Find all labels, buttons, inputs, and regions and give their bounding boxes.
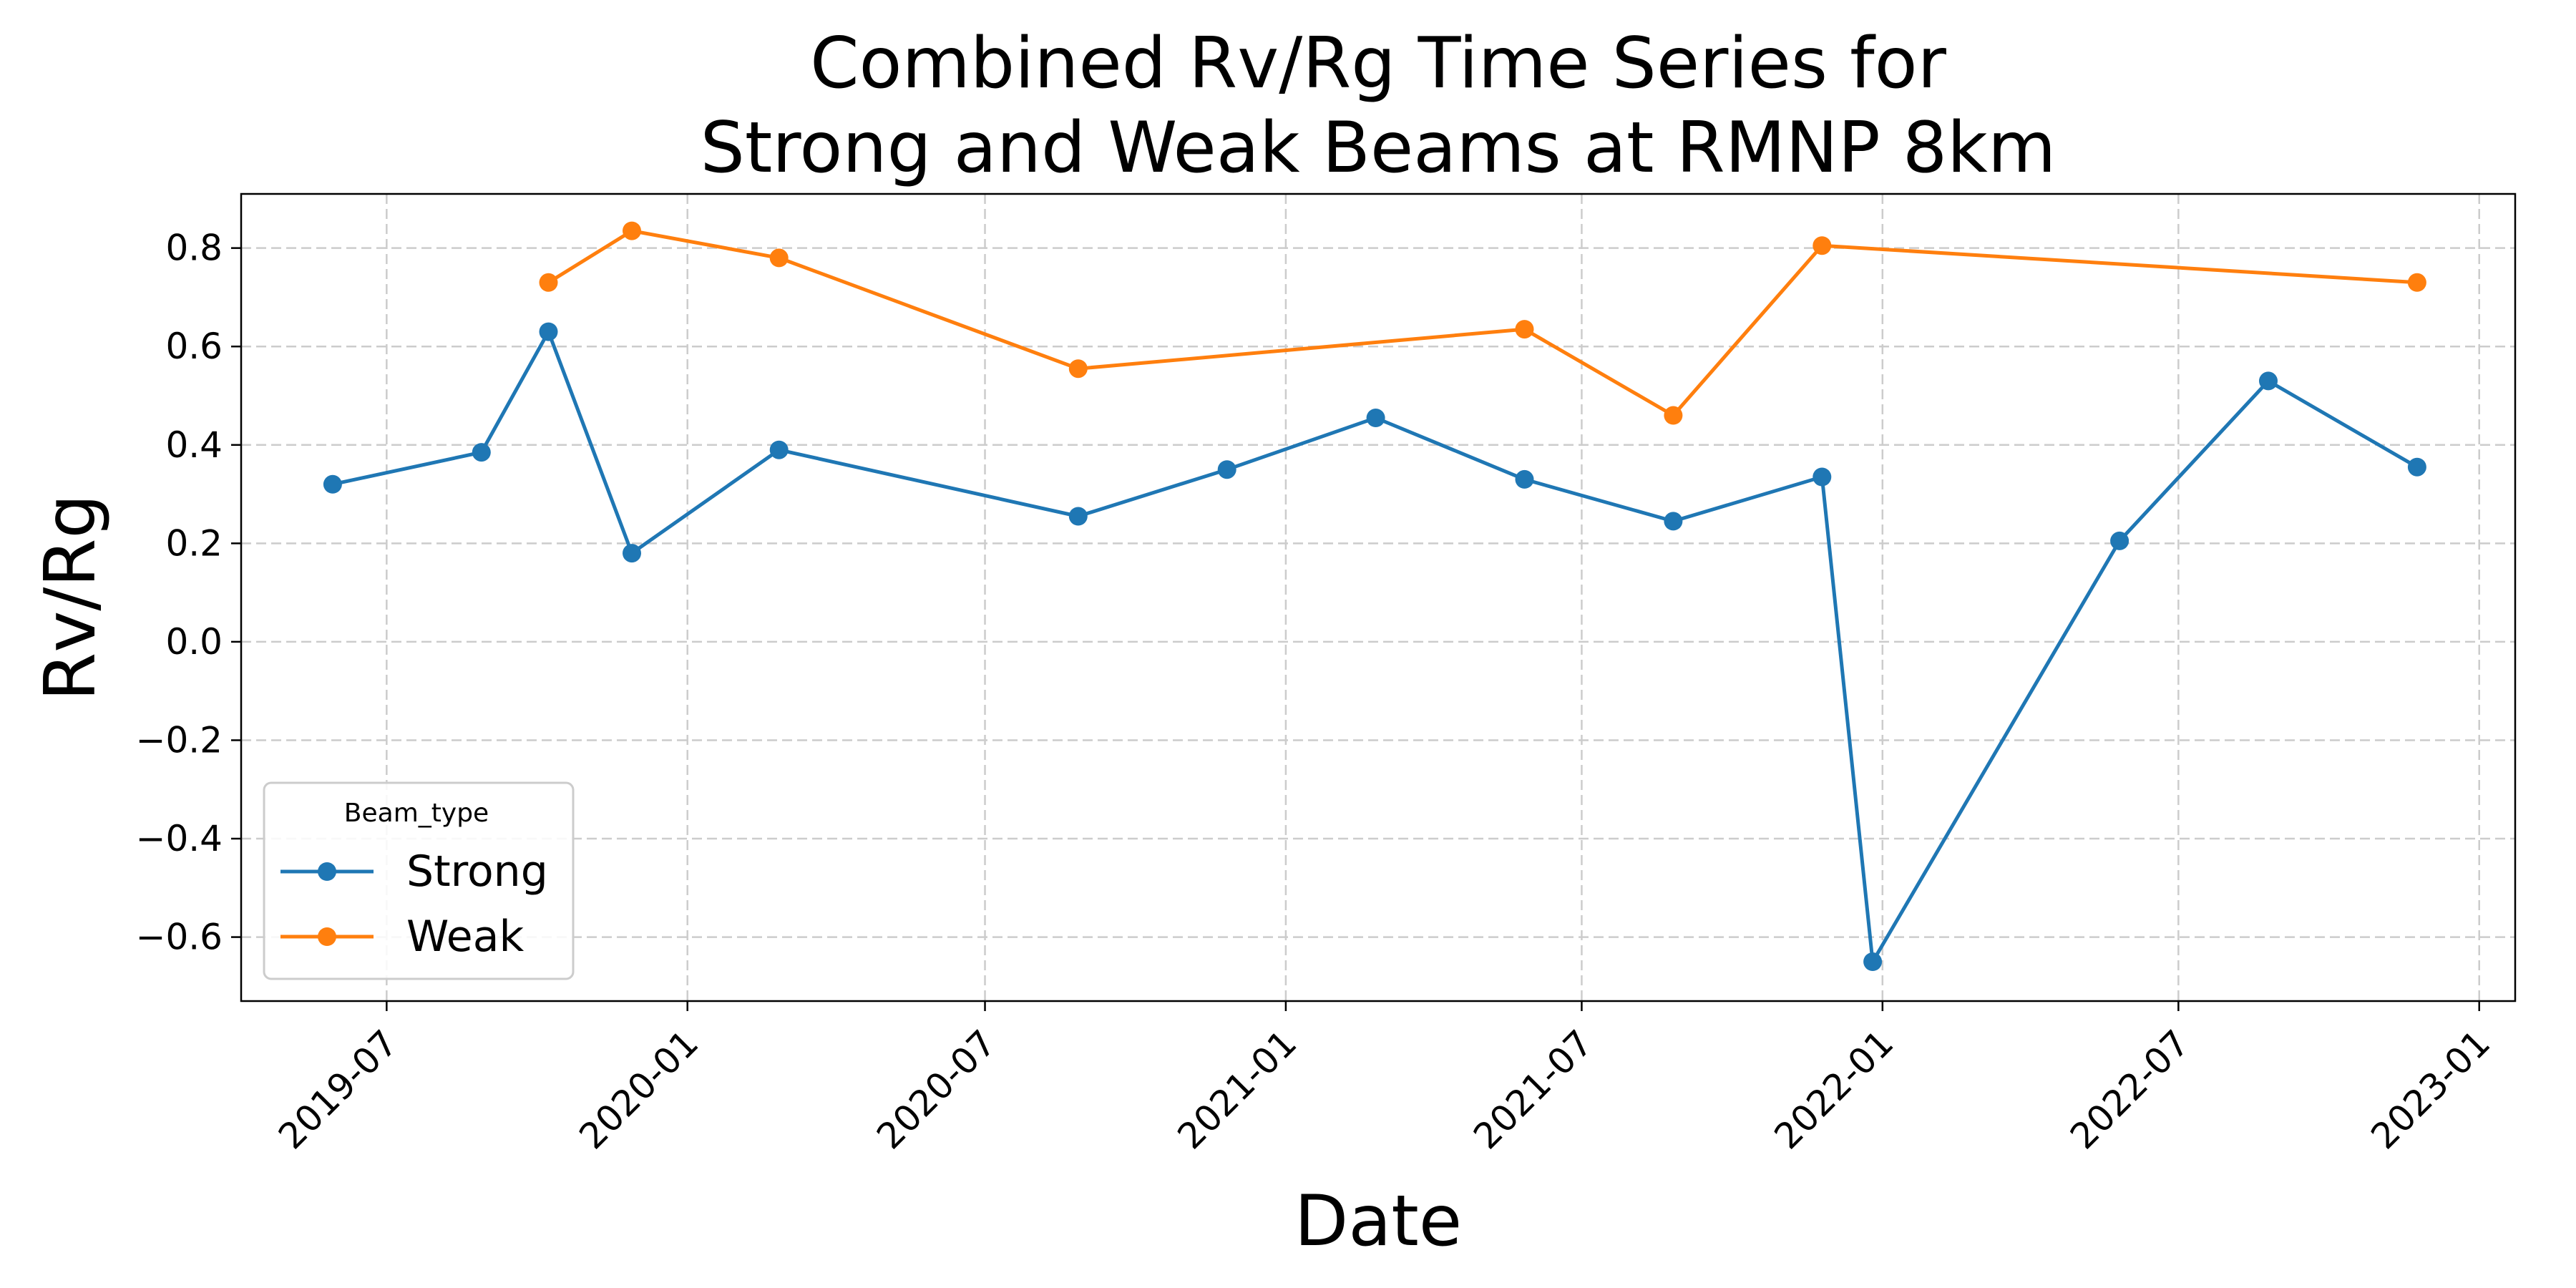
data-point-strong — [2110, 531, 2129, 550]
legend-box — [263, 781, 575, 980]
data-point-strong — [472, 443, 491, 462]
y-tick-label: 0.4 — [165, 424, 223, 466]
legend-title: Beam_type — [344, 799, 489, 828]
y-tick-label: 0.2 — [165, 522, 223, 564]
y-tick-label: −0.4 — [136, 818, 223, 859]
y-tick-label: 0.6 — [165, 326, 223, 367]
data-point-strong — [1863, 952, 1883, 971]
legend: Beam_type Strong Weak — [263, 781, 575, 980]
axes-frame — [240, 192, 2517, 1002]
y-axis-label: Rv/Rg — [30, 494, 112, 701]
data-point-weak — [623, 221, 641, 240]
data-point-strong — [2259, 371, 2278, 391]
y-tick-label: −0.2 — [136, 719, 223, 761]
data-point-weak — [539, 273, 558, 292]
data-point-weak — [1515, 320, 1534, 339]
data-point-strong — [623, 544, 641, 563]
data-point-strong — [1813, 467, 1832, 487]
data-point-weak — [769, 248, 789, 268]
y-tick-label: 0.0 — [165, 621, 223, 663]
legend-strong-marker — [318, 862, 336, 881]
data-point-weak — [2407, 273, 2426, 292]
data-point-strong — [1366, 409, 1385, 427]
x-axis-label: Date — [1294, 1181, 1462, 1262]
chart-title-line-2: Strong and Weak Beams at RMNP 8km — [701, 107, 2057, 189]
series-line-weak — [547, 229, 2418, 417]
series-layer — [323, 221, 2426, 971]
data-point-strong — [1068, 507, 1088, 526]
y-tick-label: 0.8 — [165, 228, 223, 269]
legend-weak-label: Weak — [406, 912, 524, 962]
chart-title-line-1: Combined Rv/Rg Time Series for — [810, 23, 1947, 104]
data-point-weak — [1813, 236, 1832, 255]
data-point-strong — [1664, 512, 1683, 531]
grid — [241, 194, 2515, 1001]
data-point-weak — [1068, 359, 1088, 379]
data-point-strong — [323, 474, 342, 494]
y-tick-label: −0.6 — [136, 917, 223, 958]
data-point-strong — [539, 322, 558, 341]
data-point-strong — [1515, 469, 1534, 489]
legend-weak-marker — [318, 927, 336, 946]
data-point-weak — [1664, 406, 1683, 425]
data-point-strong — [2407, 457, 2426, 477]
legend-strong-label: Strong — [406, 847, 548, 897]
data-point-strong — [1217, 460, 1236, 479]
data-point-strong — [769, 440, 789, 459]
